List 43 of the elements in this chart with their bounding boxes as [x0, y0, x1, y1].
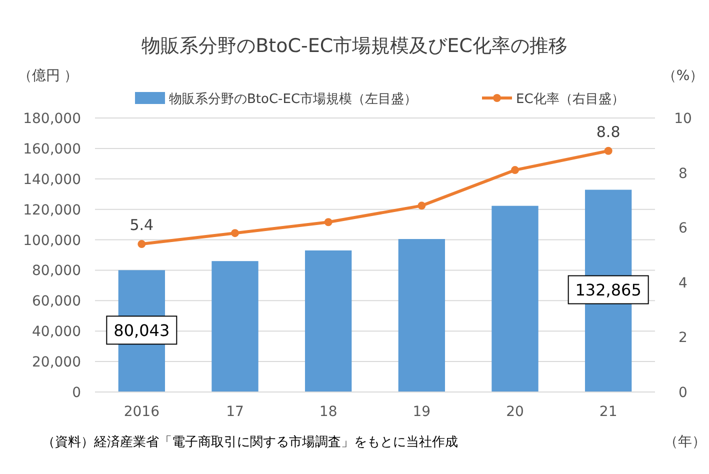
y-tick-label: 100,000 [23, 232, 81, 249]
point [418, 202, 426, 210]
x-tick-label: 18 [319, 404, 338, 420]
y2-tick-label: 0 [678, 385, 688, 401]
bar [492, 206, 538, 392]
x-tick-label: 20 [506, 404, 524, 420]
point [231, 229, 239, 238]
y-tick-label: 160,000 [23, 141, 81, 158]
y-axis-title: （億円 ） [18, 68, 78, 84]
y-tick-label: 20,000 [32, 354, 81, 371]
x-tick-label: 2016 [124, 404, 160, 420]
point [604, 146, 612, 155]
y-tick-label: 0 [72, 385, 81, 401]
bar [212, 261, 258, 392]
data-label: 132,865 [575, 280, 642, 300]
bar [305, 250, 352, 392]
legend-label: 物販系分野のBtoC-EC市場規模（左目盛） [169, 92, 418, 107]
point [138, 240, 146, 248]
y-tick-label: 80,000 [32, 263, 81, 280]
data-label: 80,043 [114, 321, 170, 340]
text: （資料）経済産業省「電子商取引に関する市場調査」をもとに当社作成 [42, 434, 458, 450]
x-tick-label: 21 [599, 404, 618, 420]
legend-label: EC化率（右目盛） [516, 91, 624, 107]
point [511, 166, 519, 174]
y-tick-label: 40,000 [32, 324, 81, 340]
y2-tick-label: 2 [678, 330, 688, 346]
data-label: 5.4 [130, 216, 154, 234]
data-label: 8.8 [596, 122, 620, 141]
point [324, 218, 332, 226]
y-tick-label: 60,000 [32, 294, 81, 310]
y2-axis-title: （%） [662, 68, 704, 84]
y-tick-label: 120,000 [23, 202, 81, 218]
y2-tick-label: 4 [678, 275, 688, 292]
x-axis-title: （年） [664, 434, 706, 450]
y-tick-label: 140,000 [23, 172, 81, 188]
y2-tick-label: 8 [678, 166, 688, 182]
y-tick-label: 180,000 [23, 111, 81, 127]
y2-tick-label: 10 [674, 111, 692, 127]
x-tick-label: 19 [412, 404, 431, 420]
bar [398, 239, 445, 392]
x-tick-label: 17 [226, 404, 244, 420]
y2-tick-label: 6 [678, 220, 688, 237]
chart-title: 物販系分野のBtoC-EC市場規模及びEC化率の推移 [142, 35, 568, 57]
